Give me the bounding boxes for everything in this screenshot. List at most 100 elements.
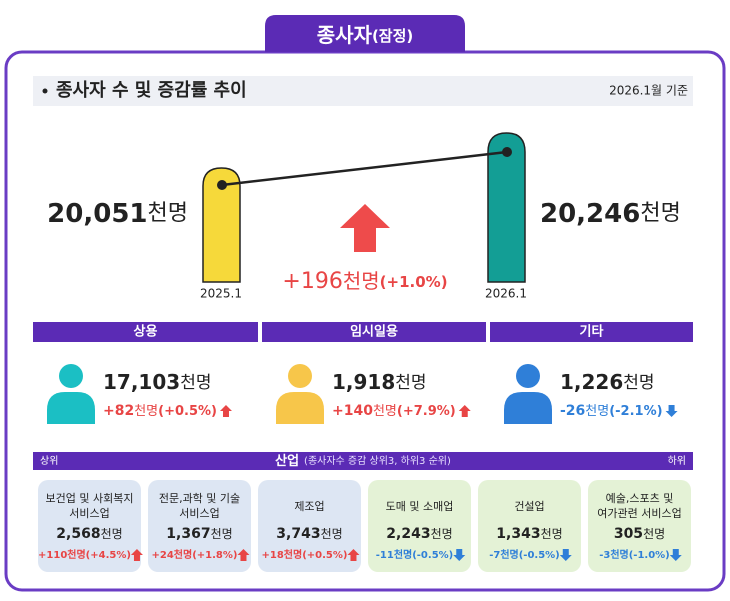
person-body [504,392,552,424]
person-body [47,392,95,424]
industry-card [478,480,581,572]
industry-title: 산업 (종사자수 증감 상위3, 하위3 순위) [275,453,451,469]
rank-left: 상위 [40,454,58,467]
category-value: 1,226천명 [560,370,655,394]
industry-name: 도매 및 소매업 [386,500,454,513]
tab-main: 종사자 [317,23,373,47]
unit: 천명 [640,201,680,226]
industry-change: -3천명(-1.0%) [599,548,670,561]
unit: 천명 [643,526,665,541]
person-body [276,392,324,424]
industry-card [588,480,691,572]
category-change: -26천명(-2.1%) [560,403,663,419]
industry-name: 여가관련 서비스업 [597,507,681,520]
num: 1,918 [332,370,395,394]
num: +82 [103,403,134,419]
category-change: +140천명(+7.9%) [332,403,456,419]
num: 1,226 [560,370,623,394]
unit: 천명 [373,404,397,419]
industry-change: +18천명(+0.5%) [262,548,348,561]
category-name: 상용 [134,324,158,340]
industry-value: 2,568천명 [56,526,122,543]
num: 20,051 [47,199,147,229]
industry-value: 305천명 [614,526,665,543]
num: 17,103 [103,370,180,394]
industry-value: 1,367천명 [166,526,232,543]
left-value: 20,051천명 [47,199,188,229]
unit: 천명 [431,526,453,541]
unit: 천명 [148,201,188,226]
industry-change: -7천명(-0.5%) [489,548,560,561]
industry-change: -11천명(-0.5%) [376,548,454,561]
person-head [59,364,83,388]
tab-title: 종사자(잠정) [317,23,414,47]
arrow-down [669,549,682,561]
num: 2,243 [386,526,430,542]
industry-name: 서비스업 [179,507,219,520]
unit: 천명 [211,526,233,541]
num: 1,367 [166,526,210,542]
arrow-up [130,549,143,561]
num: 2,568 [56,526,100,542]
pct: (+1.0%) [380,273,448,291]
person-head [516,364,540,388]
right-label: 2026.1 [485,287,527,301]
industry-name: 제조업 [294,500,324,513]
unit: 천명 [134,404,158,419]
category-value: 1,918천명 [332,370,427,394]
arrow-up [219,405,232,417]
arrow-down [559,549,572,561]
category-bar [490,322,693,342]
category-name: 임시일용 [350,324,398,340]
title: 산업 [275,453,299,469]
unit: 천명 [585,404,609,419]
subtitle: (종사자수 증감 상위3, 하위3 순위) [304,454,451,467]
num: +140 [332,403,373,419]
section-note: 2026.1월 기준 [609,84,688,98]
num: 20,246 [540,199,640,229]
industry-name: 예술,스포츠 및 [606,492,674,505]
arrow-up [458,405,471,417]
industry-value: 1,343천명 [496,526,562,543]
industry-card [258,480,361,572]
pct: (+0.5%) [158,404,217,419]
industry-card [368,480,471,572]
industry-name: 서비스업 [69,507,109,520]
unit: 천명 [623,373,654,393]
num: +196 [282,269,342,294]
section-title: 종사자 수 및 증감률 추이 [56,80,247,101]
category-value: 17,103천명 [103,370,211,394]
left-label: 2025.1 [200,287,242,301]
dot [217,180,227,190]
up-arrow [340,204,390,252]
category-bar [262,322,486,342]
section-bar [33,76,693,106]
num: -26 [560,403,585,419]
change: +196천명(+1.0%) [282,269,447,295]
person-head [288,364,312,388]
dot [502,147,512,157]
right-value: 20,246천명 [540,199,681,229]
unit: 천명 [541,526,563,541]
unit: 천명 [101,526,123,541]
arrow-down [665,405,678,417]
arrow-up [347,549,360,561]
pct: (-2.1%) [609,404,662,419]
unit: 천명 [395,373,426,393]
industry-change: +110천명(+4.5%) [38,548,131,561]
rank-right: 하위 [668,454,686,467]
num: 1,343 [496,526,540,542]
industry-value: 2,243천명 [386,526,452,543]
industry-bar [33,452,693,470]
pillar-right [487,132,526,283]
industry-name: 건설업 [514,500,544,513]
industry-change: +24천명(+1.8%) [152,548,238,561]
unit: 천명 [321,526,343,541]
trend-line [221,150,508,187]
industry-name: 전문,과학 및 기술 [159,492,240,505]
unit: 천명 [343,269,380,293]
category-name: 기타 [580,324,604,340]
industry-value: 3,743천명 [276,526,342,543]
